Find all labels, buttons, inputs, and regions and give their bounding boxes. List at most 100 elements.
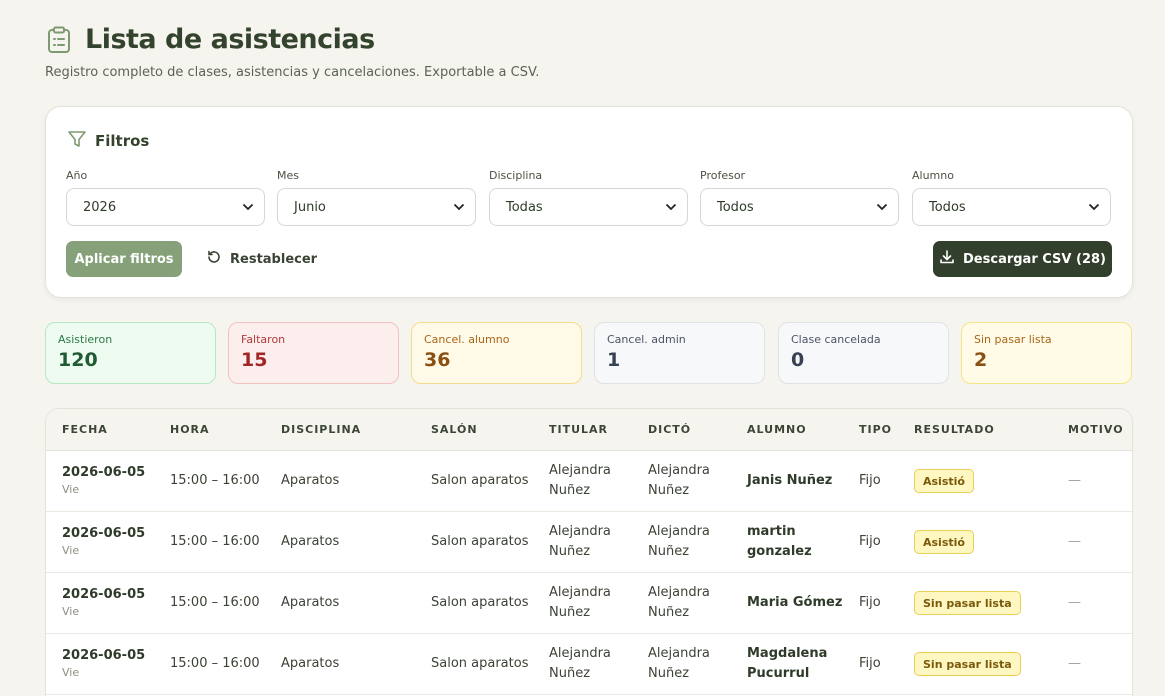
chevron-down-icon (876, 200, 888, 215)
filter-year-label: Año (66, 169, 88, 182)
date-value: 2026-06-05 (62, 587, 146, 602)
discipline-select-value: Todas (506, 199, 543, 215)
stat-value: 15 (241, 349, 268, 371)
attendance-table: FECHA HORA DISCIPLINA SALÓN TITULAR DICT… (45, 408, 1133, 696)
time-cell: 15:00 – 16:00 (170, 595, 260, 610)
stat-value: 120 (58, 349, 98, 371)
chevron-down-icon (1088, 200, 1100, 215)
weekday-value: Vie (62, 544, 80, 557)
dicto-cell: Alejandra Nuñez (648, 585, 710, 620)
table-row: 2026-06-05 Vie 15:00 – 16:00 Aparatos Sa… (46, 451, 1132, 512)
filter-year: Año 2026 (66, 169, 265, 226)
student-select-value: Todos (929, 199, 966, 215)
download-csv-button[interactable]: Descargar CSV (28) (933, 241, 1112, 277)
titular-cell: Alejandra Nuñez (549, 585, 611, 620)
date-cell: 2026-06-05 Vie (62, 463, 145, 497)
month-select[interactable]: Junio (277, 188, 476, 226)
filter-month-label: Mes (277, 169, 299, 182)
filters-header: Filtros (67, 129, 149, 153)
filters-title: Filtros (95, 132, 150, 150)
result-badge: Sin pasar lista (914, 591, 1021, 615)
table-row: 2026-06-05 Vie 15:00 – 16:00 Aparatos Sa… (46, 512, 1132, 573)
column-header-fecha[interactable]: FECHA (62, 423, 108, 436)
column-header-motivo[interactable]: MOTIVO (1068, 423, 1124, 436)
result-badge: Asistió (914, 469, 974, 493)
stat-value: 1 (607, 349, 621, 371)
column-header-dicto[interactable]: DICTÓ (648, 423, 692, 436)
time-cell: 15:00 – 16:00 (170, 534, 260, 549)
stat-value: 36 (424, 349, 451, 371)
rotate-ccw-icon (206, 249, 222, 269)
time-cell: 15:00 – 16:00 (170, 473, 260, 488)
page-subtitle: Registro completo de clases, asistencias… (45, 65, 540, 80)
column-header-titular[interactable]: TITULAR (549, 423, 609, 436)
date-cell: 2026-06-05 Vie (62, 524, 145, 558)
reset-filters-label: Restablecer (230, 251, 318, 267)
page-header: Lista de asistencias Registro completo d… (45, 24, 539, 80)
reason-cell: — (1068, 473, 1081, 488)
column-header-salon[interactable]: SALÓN (431, 423, 478, 436)
date-cell: 2026-06-05 Vie (62, 646, 145, 680)
weekday-value: Vie (62, 483, 80, 496)
clipboard-list-icon (45, 25, 73, 55)
stat-value: 0 (791, 349, 805, 371)
stat-label: Faltaron (241, 333, 286, 346)
month-select-value: Junio (294, 199, 326, 215)
room-cell: Salon aparatos (431, 473, 529, 488)
room-cell: Salon aparatos (431, 534, 529, 549)
stat-card-student-cancel: Cancel. alumno 36 (411, 322, 582, 384)
apply-filters-button[interactable]: Aplicar filtros (66, 241, 182, 277)
page-title: Lista de asistencias (85, 24, 375, 55)
dicto-cell: Alejandra Nuñez (648, 524, 710, 559)
stat-value: 2 (974, 349, 988, 371)
result-badge: Sin pasar lista (914, 652, 1021, 676)
column-header-tipo[interactable]: TIPO (859, 423, 893, 436)
column-header-alumno[interactable]: ALUMNO (747, 423, 807, 436)
type-cell: Fijo (859, 534, 881, 549)
filters-panel: Filtros Año 2026 Mes Junio Disciplina To… (45, 106, 1133, 298)
column-header-disciplina[interactable]: DISCIPLINA (281, 423, 362, 436)
filter-icon (67, 129, 87, 153)
stat-card-admin-cancel: Cancel. admin 1 (594, 322, 765, 384)
table-header: FECHA HORA DISCIPLINA SALÓN TITULAR DICT… (46, 409, 1132, 451)
filter-student-label: Alumno (912, 169, 954, 182)
discipline-cell: Aparatos (281, 595, 340, 610)
discipline-cell: Aparatos (281, 656, 340, 671)
filter-month: Mes Junio (277, 169, 476, 226)
student-cell: Magdalena Pucurrul (747, 646, 828, 681)
titular-cell: Alejandra Nuñez (549, 463, 611, 498)
chevron-down-icon (242, 200, 254, 215)
teacher-select[interactable]: Todos (700, 188, 899, 226)
filter-student: Alumno Todos (912, 169, 1111, 226)
stat-card-absent: Faltaron 15 (228, 322, 399, 384)
stat-card-no-roll: Sin pasar lista 2 (961, 322, 1132, 384)
titular-cell: Alejandra Nuñez (549, 524, 611, 559)
column-header-hora[interactable]: HORA (170, 423, 210, 436)
discipline-cell: Aparatos (281, 534, 340, 549)
stat-label: Sin pasar lista (974, 333, 1052, 346)
reason-cell: — (1068, 656, 1081, 671)
type-cell: Fijo (859, 595, 881, 610)
student-select[interactable]: Todos (912, 188, 1111, 226)
stat-label: Cancel. alumno (424, 333, 510, 346)
discipline-select[interactable]: Todas (489, 188, 688, 226)
type-cell: Fijo (859, 473, 881, 488)
chevron-down-icon (453, 200, 465, 215)
date-value: 2026-06-05 (62, 465, 146, 480)
stat-label: Asistieron (58, 333, 113, 346)
dicto-cell: Alejandra Nuñez (648, 463, 710, 498)
reset-filters-button[interactable]: Restablecer (206, 241, 317, 277)
date-value: 2026-06-05 (62, 526, 146, 541)
student-cell: Maria Gómez (747, 595, 843, 610)
weekday-value: Vie (62, 605, 80, 618)
stat-card-attended: Asistieron 120 (45, 322, 216, 384)
result-badge: Asistió (914, 530, 974, 554)
filter-teacher: Profesor Todos (700, 169, 899, 226)
column-header-resultado[interactable]: RESULTADO (914, 423, 995, 436)
dicto-cell: Alejandra Nuñez (648, 646, 710, 681)
room-cell: Salon aparatos (431, 656, 529, 671)
teacher-select-value: Todos (717, 199, 754, 215)
filter-discipline-label: Disciplina (489, 169, 543, 182)
year-select[interactable]: 2026 (66, 188, 265, 226)
discipline-cell: Aparatos (281, 473, 340, 488)
